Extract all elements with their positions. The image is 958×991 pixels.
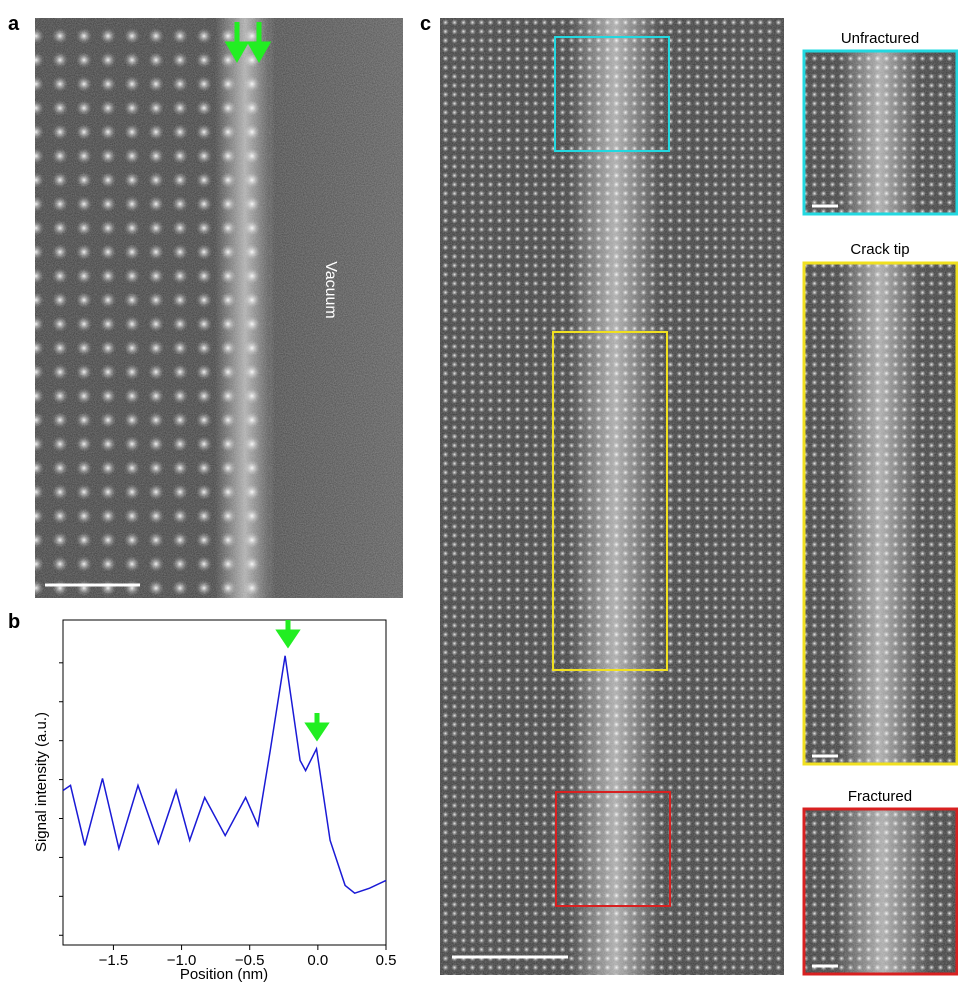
x-tick-label: −1.5: [99, 952, 129, 969]
inset-title: Crack tip: [850, 241, 909, 258]
panel-label: c: [420, 13, 431, 35]
panel-label: a: [8, 13, 20, 35]
x-tick-label: 0.5: [376, 952, 397, 969]
plot-frame: [63, 620, 386, 945]
inset-images: [803, 50, 958, 975]
micrograph-c: [440, 18, 784, 975]
micrograph-a: [35, 18, 403, 598]
figure: a Vacuum b Position (nm) Signal intensit…: [0, 0, 958, 986]
x-tick-label: 0.0: [307, 952, 328, 969]
inset-title: Fractured: [848, 788, 912, 805]
panel-label: b: [8, 611, 20, 633]
data-line: [63, 656, 386, 893]
y-axis-label: Signal intensity (a.u.): [33, 712, 50, 852]
vacuum-label: Vacuum: [322, 261, 339, 319]
peak-arrow: [280, 620, 325, 737]
x-tick-label: −1.0: [167, 952, 197, 969]
inset-title: Unfractured: [841, 30, 919, 47]
x-tick-label: −0.5: [235, 952, 265, 969]
